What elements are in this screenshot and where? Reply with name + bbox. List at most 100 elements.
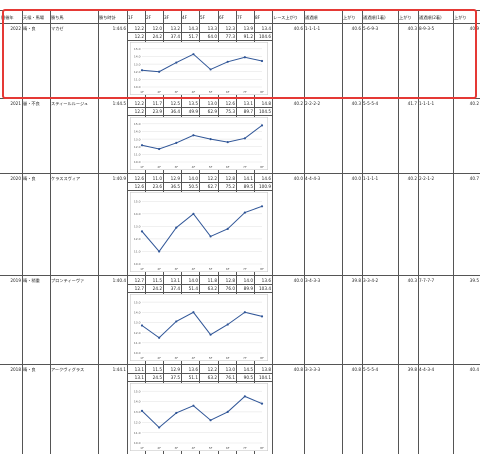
- lap-cell: 13.1: [243, 101, 253, 106]
- year-cell: 2020: [10, 176, 21, 181]
- cumulative-cell: 62.9: [207, 109, 217, 114]
- winner-cell: スティールルージュ: [51, 101, 89, 106]
- passing-order-cell: 5-5-5-4: [363, 367, 379, 372]
- cumulative-cell: 103.4: [259, 286, 271, 291]
- data-point: [260, 315, 264, 318]
- y-tick-label: 14.0: [134, 212, 141, 216]
- race-agari-cell: 40.0: [293, 278, 303, 283]
- lap-cell: 13.1: [170, 278, 180, 283]
- series-line: [141, 205, 263, 253]
- lap-time-chart: 10.0 11.0 12.0 13.0 14.0 15.0 1F 2F 3F 4F 5F 6F 7F 8F: [130, 383, 268, 451]
- agari-cell: 40.8: [351, 367, 361, 372]
- x-tick-label: 6F: [226, 267, 230, 271]
- data-point: [158, 70, 161, 73]
- cumulative-cell: 12.6: [134, 184, 144, 189]
- y-tick-label: 13.0: [134, 137, 141, 141]
- row-divider: [0, 173, 480, 174]
- header-cell: 上がり: [399, 15, 412, 20]
- cumulative-cell: 100.9: [259, 184, 271, 189]
- y-tick-label: 13.0: [134, 321, 141, 325]
- cumulative-cell: 76.1: [225, 375, 235, 380]
- lap-cell: 12.5: [170, 101, 180, 106]
- data-point: [209, 68, 212, 71]
- lap-row-divider: [127, 115, 272, 116]
- lap-row-divider: [127, 381, 272, 382]
- y-tick-label: 10.0: [134, 85, 141, 89]
- lap-cell: 11.8: [207, 278, 217, 283]
- agari-cell: 40.9: [469, 26, 479, 31]
- x-tick-label: 5F: [209, 267, 213, 271]
- lap-cell: 12.0: [152, 26, 162, 31]
- x-tick-label: 1F: [140, 356, 144, 360]
- cumulative-cell: 51.4: [188, 286, 198, 291]
- y-tick-label: 12.0: [134, 70, 141, 74]
- x-tick-label: 4F: [192, 356, 196, 360]
- lap-time-chart: 10.0 11.0 12.0 13.0 14.0 15.0 1F 2F 3F 4F 5F 6F 7F 8F: [130, 192, 268, 272]
- lap-cell: 14.0: [188, 278, 198, 283]
- lap-cell: 12.9: [170, 176, 180, 181]
- column-divider: [418, 10, 419, 454]
- cumulative-cell: 77.3: [225, 34, 235, 39]
- data-point: [192, 134, 195, 137]
- agari-cell: 40.0: [351, 176, 361, 181]
- y-tick-label: 14.0: [134, 400, 141, 404]
- cumulative-cell: 23.6: [152, 184, 162, 189]
- column-divider: [272, 10, 273, 454]
- x-tick-label: 8F: [260, 356, 264, 360]
- lap-cell: 14.5: [243, 367, 253, 372]
- x-tick-label: 5F: [209, 356, 213, 360]
- data-point: [209, 137, 212, 141]
- time-cell: 1:44.5: [112, 101, 126, 106]
- column-divider: [127, 10, 128, 454]
- header-cell: 天候・馬場: [23, 15, 44, 20]
- data-point: [226, 60, 229, 63]
- data-point: [175, 320, 178, 323]
- condition-cell: 晴・良: [23, 367, 36, 372]
- data-point: [175, 411, 178, 415]
- x-tick-label: 3F: [174, 356, 178, 360]
- data-point: [260, 124, 264, 127]
- data-point: [243, 137, 246, 140]
- cumulative-cell: 89.5: [243, 184, 253, 189]
- y-tick-label: 10.0: [134, 351, 141, 355]
- lap-cell: 12.8: [225, 176, 235, 181]
- highlight-box: [2, 9, 477, 99]
- lap-row-divider: [127, 292, 272, 293]
- header-cell: 通過順(2着): [419, 15, 442, 20]
- header-cell: 6F: [219, 15, 225, 20]
- header-cell: レース上がり: [273, 15, 298, 20]
- data-point: [192, 212, 195, 215]
- x-tick-label: 7F: [243, 165, 247, 169]
- x-tick-label: 4F: [192, 267, 196, 271]
- lap-cell: 11.7: [152, 101, 162, 106]
- passing-order-cell: 1-1-1-1: [305, 26, 321, 31]
- cumulative-cell: 36.5: [170, 184, 180, 189]
- x-tick-label: 5F: [209, 90, 213, 94]
- lap-cell: 11.5: [152, 278, 162, 283]
- cumulative-cell: 63.2: [207, 286, 217, 291]
- y-tick-label: 11.0: [134, 153, 141, 157]
- x-tick-label: 7F: [243, 90, 247, 94]
- condition-cell: 晴・稍重: [23, 278, 40, 283]
- cumulative-cell: 104.5: [259, 109, 271, 114]
- cumulative-cell: 90.5: [243, 375, 253, 380]
- series-line: [141, 124, 263, 150]
- agari-cell: 40.7: [469, 176, 479, 181]
- data-point: [158, 147, 161, 151]
- header-cell: 上がり: [454, 15, 467, 20]
- chart-frame: [130, 383, 268, 451]
- series-line: [141, 311, 263, 339]
- data-point: [226, 227, 229, 230]
- cumulative-cell: 12.2: [134, 34, 144, 39]
- winner-cell: アークヴィグラス: [51, 367, 85, 372]
- lap-cell: 13.6: [188, 367, 198, 372]
- data-point: [192, 404, 195, 407]
- time-cell: 1:40.4: [112, 278, 126, 283]
- year-cell: 2022: [10, 26, 21, 31]
- x-tick-label: 6F: [226, 90, 230, 94]
- agari-cell: 40.3: [351, 101, 361, 106]
- data-point: [243, 395, 246, 398]
- cumulative-cell: 51.7: [188, 34, 198, 39]
- data-point: [226, 141, 229, 144]
